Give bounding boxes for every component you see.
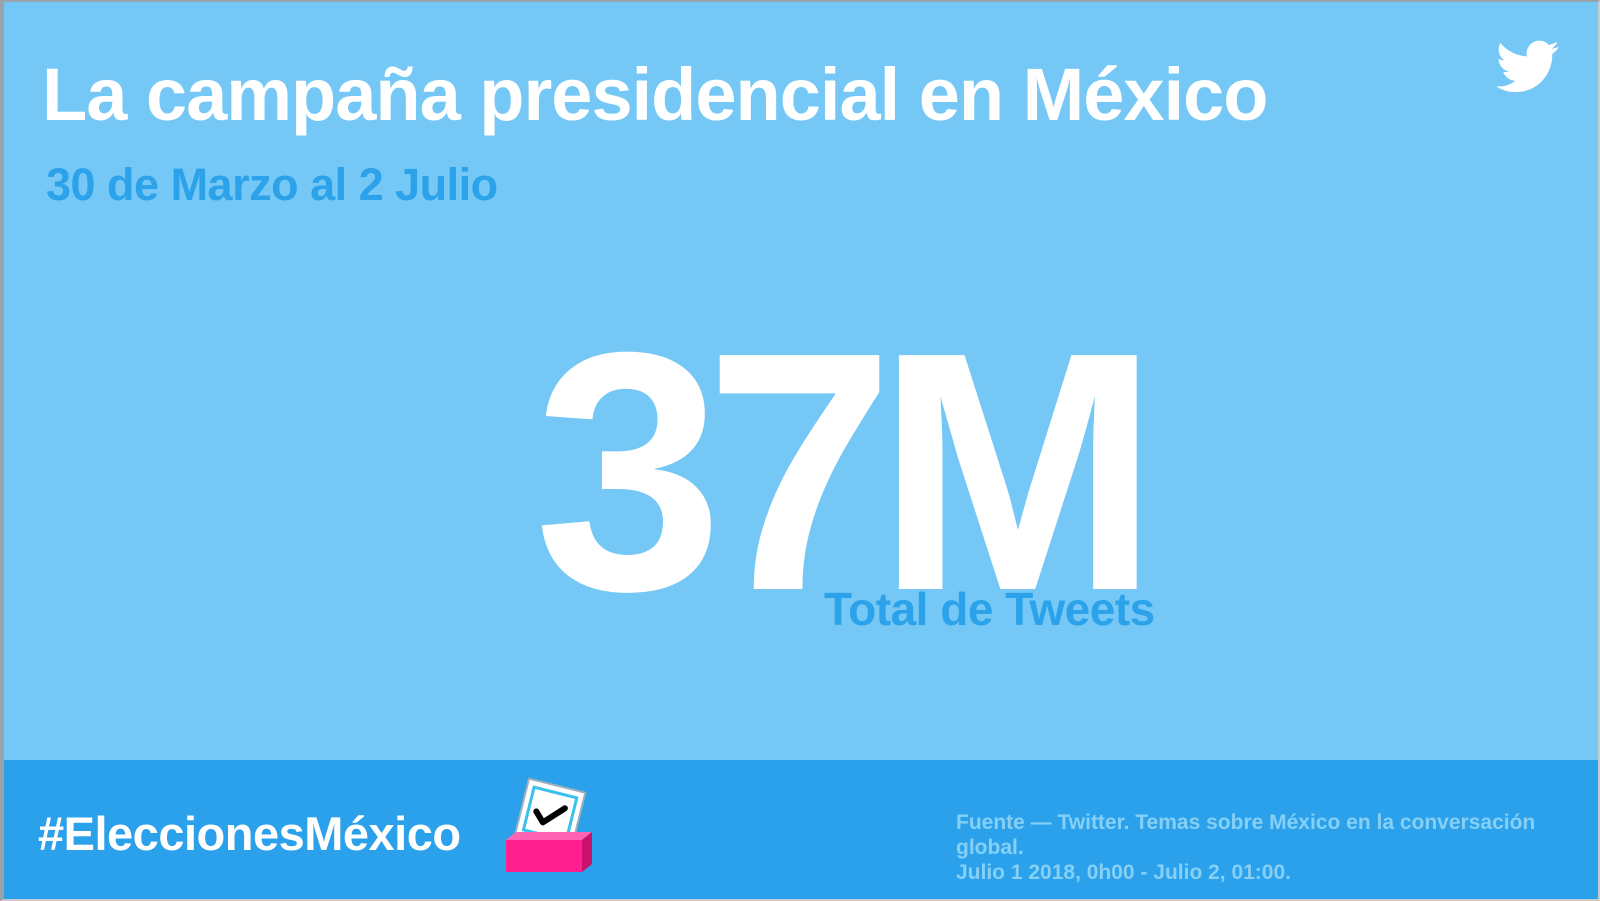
footer-bar: #EleccionesMéxico Fuente — Twitter. Tema… (4, 760, 1598, 899)
source-line: global. (956, 836, 1024, 859)
source-note: Fuente — Twitter. Temas sobre México en … (956, 810, 1586, 885)
date-range-subtitle: 30 de Marzo al 2 Julio (46, 159, 498, 210)
ballot-box-icon (506, 777, 592, 872)
hashtag: #EleccionesMéxico (38, 807, 461, 860)
total-tweets-value: 37M (534, 282, 1159, 662)
source-line: Fuente — Twitter. Temas sobre México en … (956, 811, 1536, 834)
total-tweets-label: Total de Tweets (824, 583, 1155, 635)
source-line: Julio 1 2018, 0h00 - Julio 2, 01:00. (956, 861, 1291, 884)
slide-title: La campaña presidencial en México (42, 53, 1269, 136)
twitter-bird-icon (1496, 40, 1559, 93)
